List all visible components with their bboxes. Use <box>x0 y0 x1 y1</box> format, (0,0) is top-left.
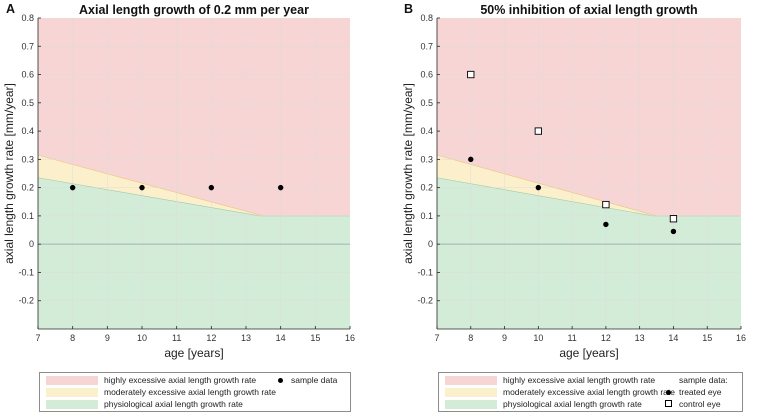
data-point-sample <box>277 184 284 191</box>
legend-b-moderately-swatch <box>445 388 497 397</box>
x-tick-label: 8 <box>70 333 75 343</box>
legend-b-marker-title-text: sample data: <box>679 375 728 385</box>
legend-b-highly-swatch <box>445 376 497 385</box>
legend-a-sample-label: sample data <box>291 375 338 385</box>
data-point-treated-eye <box>468 156 474 163</box>
data-point-sample <box>208 184 215 191</box>
legend-b-treated: treated eye <box>663 387 739 398</box>
x-tick-label: 15 <box>702 333 712 343</box>
y-tick-label: -0.1 <box>417 267 433 277</box>
y-tick-label: 0.3 <box>21 154 34 164</box>
y-tick-label: 0.1 <box>21 211 34 221</box>
y-tick-label: 0.7 <box>420 41 433 51</box>
y-tick-label: 0.7 <box>21 41 34 51</box>
data-point-treated-eye <box>670 228 677 235</box>
x-tick-label: 9 <box>105 333 110 343</box>
y-tick-label: 0.5 <box>420 98 433 108</box>
y-tick-label: 0.5 <box>21 98 34 108</box>
legend-b-physiological-label: physiological axial length growth rate <box>503 399 642 409</box>
legend-a-physiological-label: physiological axial length growth rate <box>104 399 243 409</box>
y-axis-label: axial length growth rate [mm/year] <box>2 83 16 264</box>
legend-b-highly-label: highly excessive axial length growth rat… <box>503 375 656 385</box>
legend-b-highly: highly excessive axial length growth rat… <box>445 375 655 386</box>
x-tick-label: 10 <box>533 333 543 343</box>
legend-a-physiological-swatch <box>46 400 98 409</box>
x-tick-label: 16 <box>345 333 355 343</box>
legend-a-sample-marker <box>278 375 283 386</box>
data-point-sample <box>69 184 76 191</box>
x-tick-label: 11 <box>172 333 181 343</box>
legend-a-physiological: physiological axial length growth rate <box>46 399 256 410</box>
legend-b-marker-title: sample data: <box>679 375 739 386</box>
data-point-sample <box>139 184 145 191</box>
legend-b-physiological: physiological axial length growth rate <box>445 399 655 410</box>
y-tick-label: 0.6 <box>21 70 34 80</box>
x-tick-label: 15 <box>310 333 320 343</box>
legend-a-highly-label: highly excessive axial length growth rat… <box>104 375 257 385</box>
legend-a-moderately-swatch <box>46 388 98 397</box>
x-axis-label: age [years] <box>559 346 618 360</box>
legend-b-treated-marker <box>666 387 671 398</box>
legend-a-moderately-label: moderately excessive axial length growth… <box>104 387 276 397</box>
x-tick-label: 11 <box>567 333 576 343</box>
y-tick-label: 0.8 <box>21 13 34 23</box>
y-tick-label: 0.2 <box>420 183 433 193</box>
y-tick-label: -0.2 <box>18 296 34 306</box>
x-tick-label: 7 <box>434 333 439 343</box>
legend-a-highly-swatch <box>46 376 98 385</box>
zone-physiological <box>38 177 350 329</box>
legend-b-treated-label: treated eye <box>679 387 722 397</box>
x-tick-label: 12 <box>206 333 216 343</box>
legend-b: highly excessive axial length growth rat… <box>438 372 743 412</box>
x-tick-label: 13 <box>635 333 645 343</box>
panel-label: B <box>404 2 413 16</box>
x-tick-label: 16 <box>736 333 746 343</box>
data-point-control-eye <box>467 70 475 79</box>
y-axis-label: axial length growth rate [mm/year] <box>401 83 415 264</box>
y-tick-label: 0.2 <box>21 183 34 193</box>
x-tick-label: 13 <box>241 333 251 343</box>
x-tick-label: 10 <box>137 333 147 343</box>
panel-b: 7 8 9 10 11 12 13 14 15 16 -0.2 -0.1 0 0.1 0.2 0.3 0.4 0.… <box>401 2 746 360</box>
y-tick-label: -0.1 <box>18 267 34 277</box>
y-tick-label: 0 <box>428 239 433 249</box>
data-point-control-eye <box>669 215 678 223</box>
data-point-control-eye <box>534 127 542 135</box>
y-tick-label: 0 <box>29 239 34 249</box>
y-tick-label: 0.1 <box>420 211 433 221</box>
legend-b-moderately-label: moderately excessive axial length growth… <box>503 387 675 397</box>
panel-label: A <box>6 2 15 16</box>
x-tick-label: 14 <box>668 333 678 343</box>
y-tick-label: 0.3 <box>420 154 433 164</box>
legend-a: highly excessive axial length growth rat… <box>39 372 351 412</box>
data-point-treated-eye <box>535 184 542 191</box>
legend-a-highly: highly excessive axial length growth rat… <box>46 375 256 386</box>
x-tick-label: 8 <box>468 333 473 343</box>
y-tick-label: 0.6 <box>420 70 433 80</box>
legend-b-moderately: moderately excessive axial length growth… <box>445 387 675 398</box>
data-point-treated-eye <box>603 221 609 228</box>
zone-physiological <box>437 177 741 329</box>
x-tick-label: 14 <box>276 333 286 343</box>
x-tick-label: 7 <box>35 333 40 343</box>
legend-b-physiological-swatch <box>445 400 497 409</box>
x-tick-label: 9 <box>502 333 507 343</box>
y-tick-label: 0.4 <box>420 126 433 136</box>
chart-title: Axial length growth of 0.2 mm per year <box>79 3 309 17</box>
legend-b-control-marker <box>665 399 672 410</box>
data-point-control-eye <box>602 200 610 209</box>
y-tick-label: 0.4 <box>21 126 34 136</box>
legend-b-control: control eye <box>663 399 739 410</box>
panel-a: 7 8 9 10 11 12 13 14 15 16 -0.2 -0.1 0 0.1 0.2 0.3 0.4 0.… <box>2 2 355 360</box>
x-tick-label: 12 <box>601 333 611 343</box>
legend-a-sample: sample data <box>275 375 347 386</box>
legend-a-moderately: moderately excessive axial length growth… <box>46 387 276 398</box>
legend-b-control-label: control eye <box>679 399 721 409</box>
x-axis-label: age [years] <box>164 346 223 360</box>
y-tick-label: -0.2 <box>417 296 433 306</box>
y-tick-label: 0.8 <box>420 13 433 23</box>
chart-title: 50% inhibition of axial length growth <box>480 3 697 17</box>
